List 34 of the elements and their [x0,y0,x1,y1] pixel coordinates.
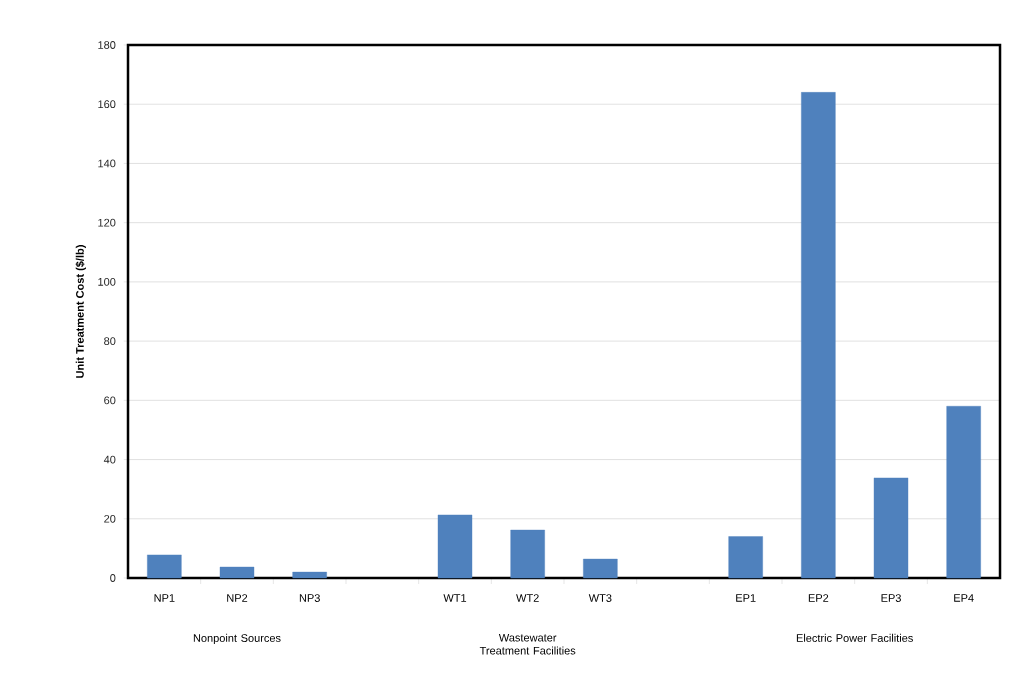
y-tick-label: 80 [104,337,116,346]
y-tick-label: 120 [98,218,116,227]
bar [147,554,182,579]
x-tick-label: WT3 [588,594,612,602]
bar [946,406,981,579]
bar [510,529,545,579]
x-tick-label: EP3 [881,594,901,602]
y-tick-label: 20 [104,514,116,523]
text: Wastewater Treatment Facilities [479,633,576,655]
x-tick-label: WT2 [516,594,539,602]
y-tick-label: 0 [110,574,116,582]
x-tick-label: WT1 [443,594,467,602]
x-tick-label: EP1 [736,594,756,602]
y-tick-label: 60 [104,396,116,405]
text: Nonpoint Sources [193,633,281,645]
bar [292,571,327,579]
x-tick-label: NP2 [227,594,248,602]
bar [873,477,909,579]
x-tick-label: EP4 [954,594,974,602]
bar [801,92,836,579]
y-tick-label: 40 [103,455,116,464]
text: Electric Power Facilities [796,633,913,642]
bar [728,536,763,579]
y-axis-title: Unit Treatment Cost ($/lb) [75,245,86,378]
bar [219,566,255,579]
x-tick-label: EP2 [808,594,829,602]
x-tick-label: NP3 [299,594,320,602]
y-tick-label: 160 [98,100,116,109]
y-tick-label: 100 [98,278,116,286]
bar [437,514,473,579]
y-tick-label: 180 [98,41,116,49]
y-tick-label: 140 [98,159,116,168]
bar [583,558,618,579]
x-tick-label: NP1 [154,594,175,602]
